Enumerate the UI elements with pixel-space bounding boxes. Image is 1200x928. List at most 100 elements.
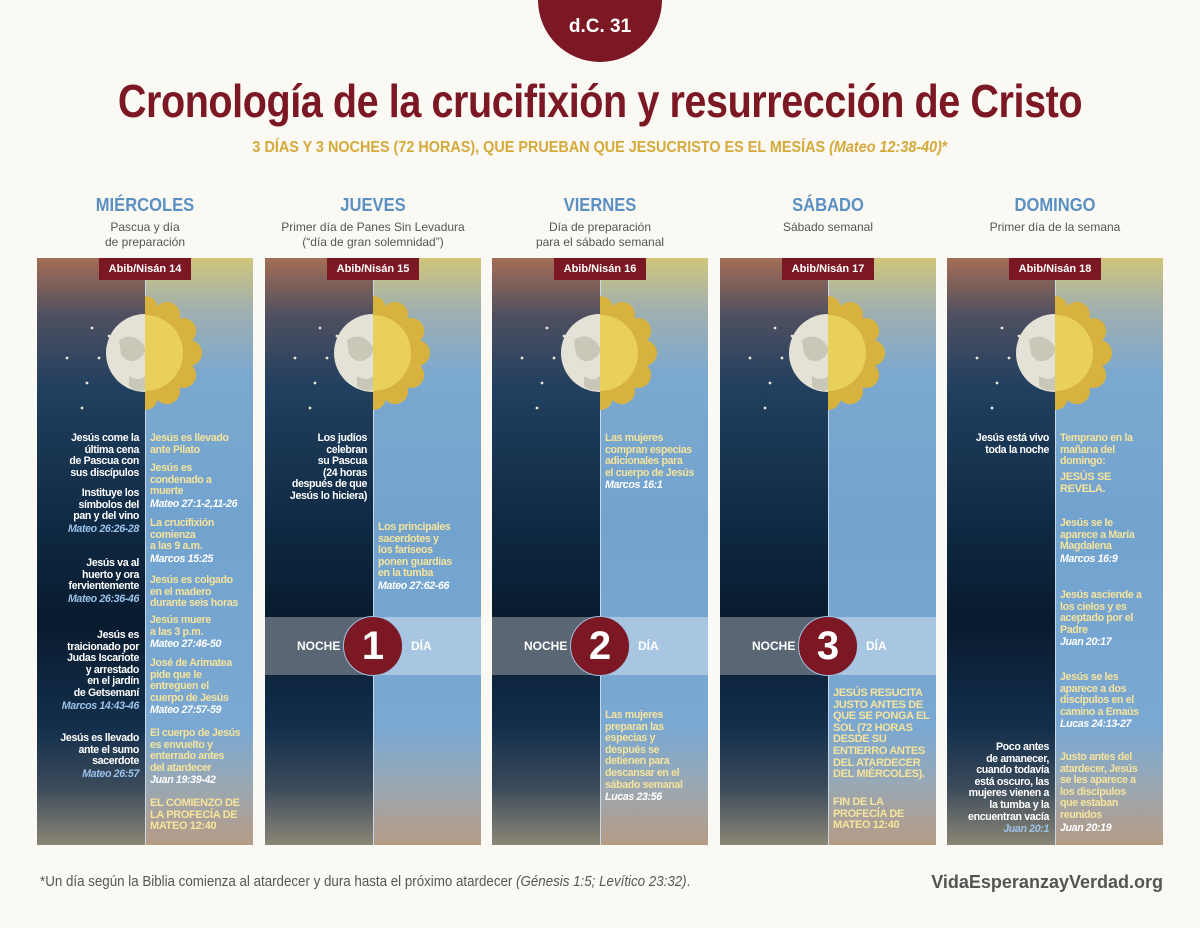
scripture-reference: Mateo 27:1-2,11-26 xyxy=(150,497,238,510)
event-text: Jesús se le aparece a María Magdalena xyxy=(1060,517,1135,553)
date-badge: Abib/Nisán 14 xyxy=(99,258,191,280)
scripture-reference: Mateo 26:57 xyxy=(82,767,139,780)
page-subtitle: 3 DÍAS Y 3 NOCHES (72 HORAS), QUE PRUEBA… xyxy=(60,139,1140,157)
event-text: Jesús es traicionado por Judas Iscariote… xyxy=(67,629,139,699)
star-icon xyxy=(65,356,69,360)
event-text: Los principales sacerdotes y los fariseo… xyxy=(378,521,452,580)
day-event: Jesús es llevado ante Pilato xyxy=(150,432,229,456)
day-header: VIERNES Día de preparación para el sábado… xyxy=(492,195,708,250)
event-text: Justo antes del atardecer, Jesús se les … xyxy=(1060,751,1138,821)
moon-sun-icon xyxy=(975,296,1112,490)
scripture-reference: Mateo 26:36-46 xyxy=(67,592,139,605)
night-event: Jesús come la última cena de Pascua con … xyxy=(69,432,139,479)
footnote-mark: * xyxy=(941,139,948,156)
day-column: Abib/Nisán 18 Jesús está vivo toda la noc… xyxy=(947,258,1163,845)
star-icon xyxy=(552,356,556,360)
scripture-reference: Lucas 24:13-27 xyxy=(1060,718,1132,731)
day-count-band: NOCHE DÍA 2 xyxy=(492,616,708,676)
event-text: El cuerpo de Jesús es envuelto y enterra… xyxy=(150,727,241,774)
scripture-reference: Juan 20:1 xyxy=(1003,823,1049,836)
footnote-end: . xyxy=(686,874,691,890)
day-name: MIÉRCOLES xyxy=(95,195,195,215)
day-event: JESÚS RESUCITA JUSTO ANTES DE QUE SE PON… xyxy=(833,687,930,781)
star-icon xyxy=(540,381,544,385)
day-name: VIERNES xyxy=(563,195,637,215)
date-badge: Abib/Nisán 16 xyxy=(554,258,646,280)
scripture-reference: Juan 20:19 xyxy=(1060,821,1112,834)
day-event: José de Arimatea pide que le entreguen e… xyxy=(150,657,232,717)
event-text: JESÚS RESUCITA JUSTO ANTES DE QUE SE PON… xyxy=(833,687,930,781)
star-icon xyxy=(768,381,772,385)
day-header: JUEVES Primer día de Panes Sin Levadura (… xyxy=(265,195,481,250)
day-description: Día de preparación para el sábado semana… xyxy=(535,220,665,249)
day-event: JESÚS SE REVELA. xyxy=(1060,471,1111,495)
night-event: Instituye los símbolos del pan y del vin… xyxy=(67,487,139,535)
day-label: DÍA xyxy=(411,639,432,653)
scripture-reference: Juan 20:17 xyxy=(1060,636,1112,649)
event-text: Jesús asciende a los cielos y es aceptad… xyxy=(1060,589,1142,636)
scripture-reference: Marcos 15:25 xyxy=(150,552,213,565)
day-event: Jesús se les aparece a dos discípulos en… xyxy=(1060,671,1139,731)
scripture-reference: Mateo 26:26-28 xyxy=(67,522,139,535)
day-description: Sábado semanal xyxy=(782,220,874,234)
star-icon xyxy=(773,326,777,330)
star-icon xyxy=(293,356,297,360)
event-text: Instituye los símbolos del pan y del vin… xyxy=(73,487,139,523)
event-text: Jesús es llevado ante el sumo sacerdote xyxy=(60,732,139,768)
website-link[interactable]: VidaEsperanzayVerdad.org xyxy=(931,872,1163,892)
event-text: Jesús es colgado en el madero durante se… xyxy=(150,574,238,610)
day-count-band: NOCHE DÍA 1 xyxy=(265,616,481,676)
event-text: Las mujeres preparan las especias y desp… xyxy=(605,709,683,791)
star-icon xyxy=(975,356,979,360)
day-column: Abib/Nisán 16 NOCHE DÍA 2 Las mujeres compra… xyxy=(492,258,708,845)
star-icon xyxy=(780,356,784,360)
day-number-badge: 1 xyxy=(343,616,403,676)
star-icon xyxy=(325,356,329,360)
year-label: d.C. 31 xyxy=(568,16,632,37)
star-icon xyxy=(85,381,89,385)
scripture-reference: Mateo 27:46-50 xyxy=(150,638,222,651)
night-event: Jesús va al huerto y ora fervientemente M… xyxy=(67,557,140,605)
star-icon xyxy=(545,326,549,330)
star-icon xyxy=(748,356,752,360)
night-event: Jesús es llevado ante el sumo sacerdote M… xyxy=(60,732,139,780)
day-description: Primer día de Panes Sin Levadura (“día d… xyxy=(281,220,465,249)
subtitle-text: 3 DÍAS Y 3 NOCHES (72 HORAS), QUE PRUEBA… xyxy=(252,139,826,156)
event-text: José de Arimatea pide que le entreguen e… xyxy=(150,657,232,704)
star-icon xyxy=(995,381,999,385)
moon-sun-icon xyxy=(748,296,885,490)
day-column: Abib/Nisán 15 NOCHE DÍA 1 Los judíos celebra… xyxy=(265,258,481,845)
star-icon xyxy=(97,356,101,360)
star-icon xyxy=(1007,356,1011,360)
night-event: Jesús está vivo toda la noche xyxy=(976,432,1049,456)
star-icon xyxy=(308,406,312,410)
day-count-band: NOCHE DÍA 3 xyxy=(720,616,936,676)
date-badge: Abib/Nisán 17 xyxy=(782,258,874,280)
footnote-text: *Un día según la Biblia comienza al atar… xyxy=(40,874,513,890)
event-text: Poco antes de amanecer, cuando todavía e… xyxy=(968,741,1049,823)
day-header: SÁBADO Sábado semanal xyxy=(720,195,936,235)
star-icon xyxy=(1000,326,1004,330)
date-badge: Abib/Nisán 15 xyxy=(327,258,419,280)
day-description: Pascua y día de preparación xyxy=(104,220,186,249)
event-text: EL COMIENZO DE LA PROFECÍA DE MATEO 12:4… xyxy=(150,797,240,833)
day-event: La crucifixión comienza a las 9 a.m. Marc… xyxy=(150,517,214,565)
scripture-reference: Mateo 27:62-66 xyxy=(378,579,450,592)
moon-sun-icon xyxy=(293,296,430,490)
event-text: Jesús va al huerto y ora fervientemente xyxy=(68,557,140,593)
scripture-reference: Marcos 16:1 xyxy=(605,479,663,492)
night-label: NOCHE xyxy=(524,639,568,653)
day-number-badge: 2 xyxy=(570,616,630,676)
day-event: Jesús es condenado a muerte Mateo 27:1-2,… xyxy=(150,462,238,510)
scripture-reference: Marcos 16:9 xyxy=(1060,552,1118,565)
date-badge: Abib/Nisán 18 xyxy=(1009,258,1101,280)
event-text: Jesús es condenado a muerte xyxy=(150,462,212,498)
day-event: Jesús se le aparece a María Magdalena Mar… xyxy=(1060,517,1135,565)
event-text: La crucifixión comienza a las 9 a.m. xyxy=(150,517,214,553)
night-label: NOCHE xyxy=(752,639,796,653)
day-event: El cuerpo de Jesús es envuelto y enterra… xyxy=(150,727,241,787)
footnote: *Un día según la Biblia comienza al atar… xyxy=(40,874,690,890)
scripture-reference: Marcos 14:43-46 xyxy=(61,699,140,712)
day-event: EL COMIENZO DE LA PROFECÍA DE MATEO 12:4… xyxy=(150,797,240,833)
night-label: NOCHE xyxy=(297,639,341,653)
